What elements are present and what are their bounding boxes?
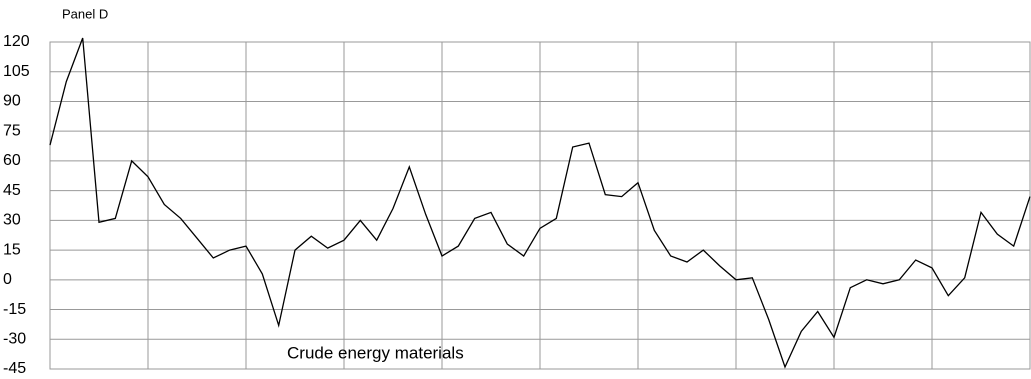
y-tick-label: 75 xyxy=(3,122,21,139)
y-tick-label: -45 xyxy=(3,360,26,377)
y-tick-label: 0 xyxy=(3,271,12,288)
y-tick-label: 120 xyxy=(3,33,30,50)
y-tick-label: 15 xyxy=(3,241,21,258)
y-tick-label: -15 xyxy=(3,301,26,318)
y-tick-label: -30 xyxy=(3,330,26,347)
plot-frame xyxy=(49,41,1031,370)
y-tick-label: 30 xyxy=(3,212,21,229)
y-tick-label: 45 xyxy=(3,182,21,199)
chart-title: Panel D xyxy=(62,6,108,21)
y-tick-label: 105 xyxy=(3,63,30,80)
data-line xyxy=(49,37,1031,369)
annotation: Crude energy materials xyxy=(287,343,464,362)
y-tick-label: 90 xyxy=(3,93,21,110)
y-tick-label: 60 xyxy=(3,152,21,169)
